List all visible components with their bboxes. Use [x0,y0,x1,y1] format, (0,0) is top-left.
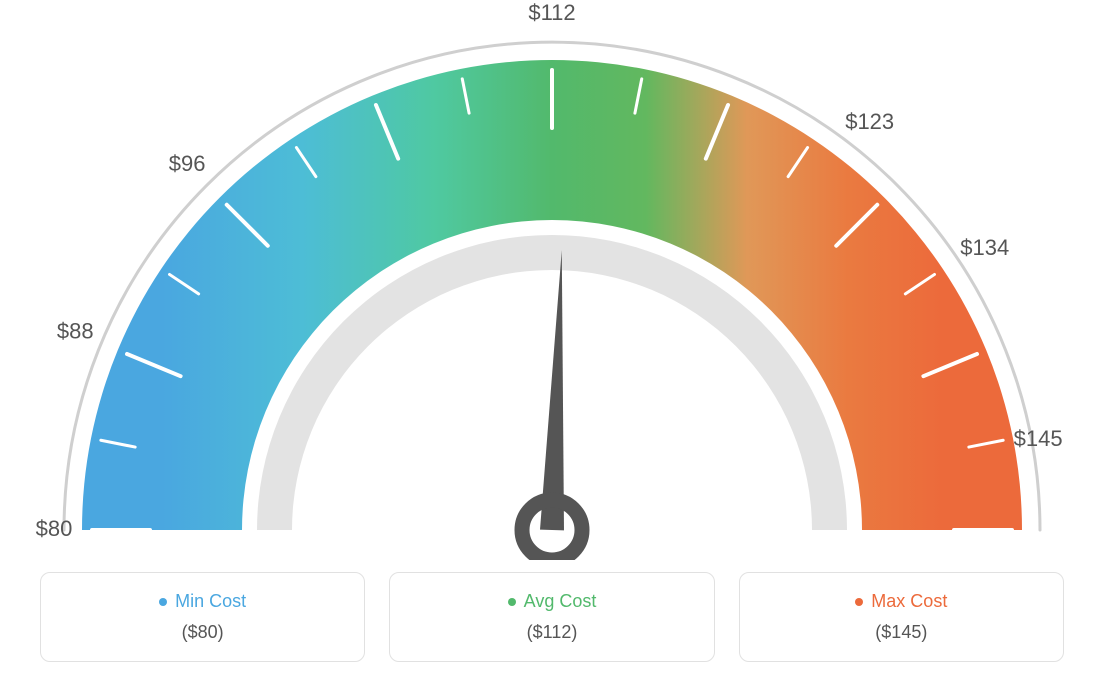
legend-title-avg: Avg Cost [390,591,713,612]
dot-icon [508,598,516,606]
gauge-tick-label: $145 [1014,426,1063,451]
gauge-tick-label: $80 [36,516,73,541]
legend-card-avg: Avg Cost ($112) [389,572,714,662]
legend-value-min: ($80) [41,622,364,643]
gauge-svg: $80 $88 $96 $112 $123 $134 $145 [0,0,1104,560]
gauge-tick-label: $123 [845,109,894,134]
legend-card-max: Max Cost ($145) [739,572,1064,662]
gauge-needle [540,250,564,530]
legend-title-max: Max Cost [740,591,1063,612]
gauge-chart: $80 $88 $96 $112 $123 $134 $145 [0,0,1104,560]
dot-icon [159,598,167,606]
legend-title-min: Min Cost [41,591,364,612]
dot-icon [855,598,863,606]
gauge-tick-label: $134 [960,235,1009,260]
legend-value-max: ($145) [740,622,1063,643]
legend-label-min: Min Cost [175,591,246,612]
gauge-tick-label: $112 [528,0,575,25]
legend-label-max: Max Cost [871,591,947,612]
legend-value-avg: ($112) [390,622,713,643]
gauge-tick-label: $96 [169,151,206,176]
legend-label-avg: Avg Cost [524,591,597,612]
legend-card-min: Min Cost ($80) [40,572,365,662]
gauge-tick-label: $88 [57,318,94,343]
legend-row: Min Cost ($80) Avg Cost ($112) Max Cost … [0,572,1104,662]
